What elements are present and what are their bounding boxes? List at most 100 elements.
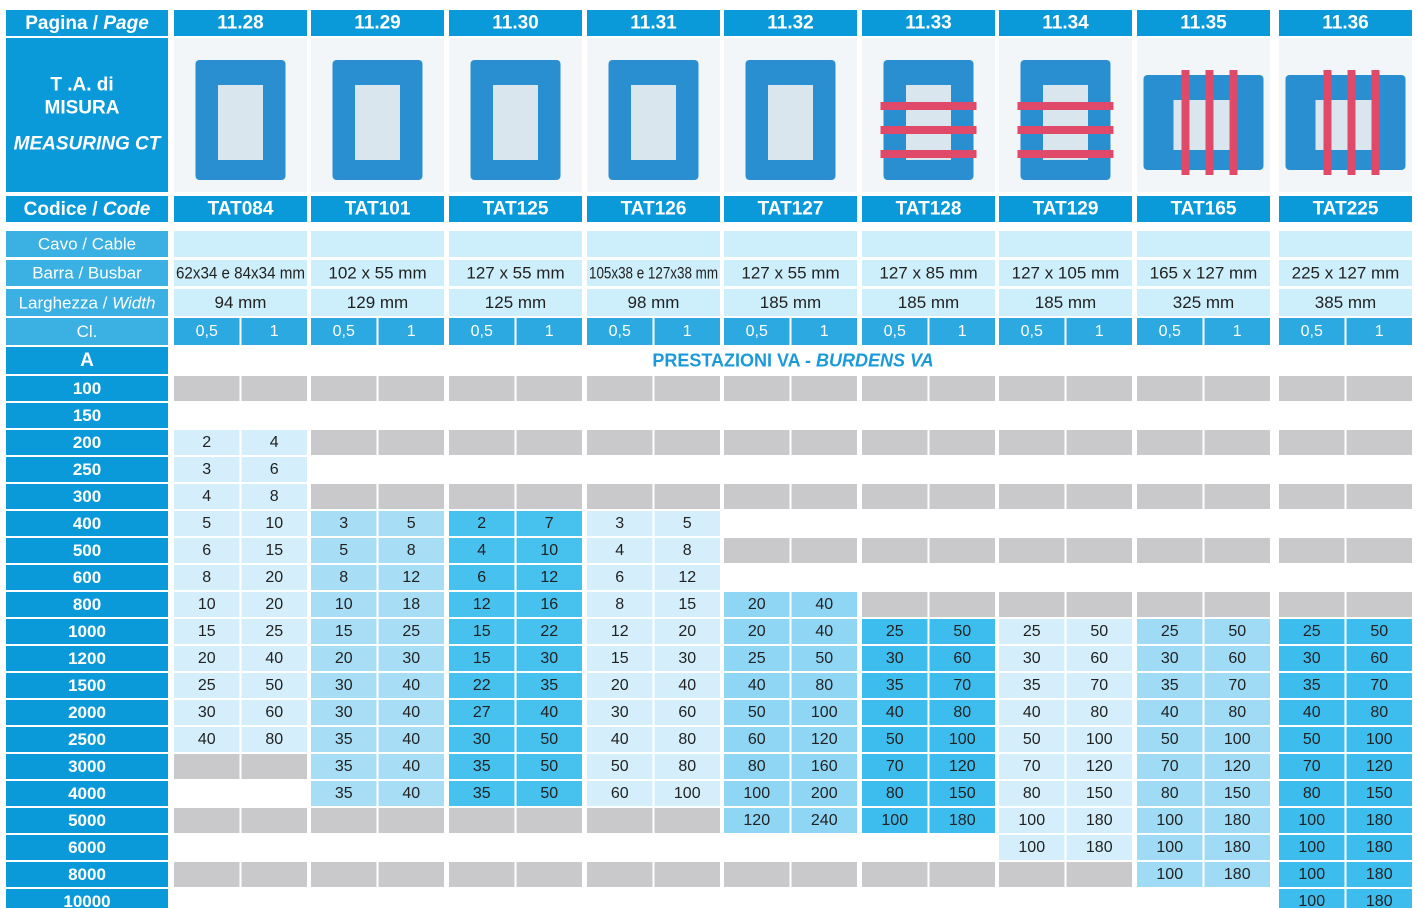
empty-cell — [517, 484, 583, 509]
empty-cell — [242, 376, 308, 401]
class-value: 1 — [545, 323, 554, 340]
burden-value: 25 — [1303, 623, 1321, 640]
burden-value: 8 — [339, 569, 348, 586]
empty-cell — [587, 430, 653, 455]
ct-busbar — [1206, 70, 1214, 175]
product-code: TAT128 — [896, 199, 962, 220]
empty-cell — [1067, 538, 1133, 563]
burden-value: 100 — [1298, 812, 1325, 829]
burden-value: 70 — [1303, 758, 1321, 775]
amps-value: 500 — [73, 541, 101, 560]
product-label: T .A. di — [50, 75, 113, 96]
burdens-title: PRESTAZIONI VA - BURDENS VA — [652, 351, 933, 371]
class-value: 0,5 — [333, 323, 355, 340]
burden-value: 50 — [1090, 623, 1108, 640]
empty-cell — [311, 484, 377, 509]
class-value: 0,5 — [1021, 323, 1043, 340]
burden-value: 60 — [953, 650, 971, 667]
burden-value: 25 — [402, 623, 420, 640]
burden-value: 20 — [678, 623, 696, 640]
burden-value: 100 — [949, 731, 976, 748]
page-label-part: Page — [103, 13, 149, 34]
busbar-size: 105x38 e 127x38 mm — [589, 264, 718, 283]
page-number: 11.33 — [905, 13, 952, 34]
burden-value: 5 — [202, 515, 211, 532]
ct-busbar — [881, 126, 977, 134]
page-number: 11.36 — [1322, 13, 1369, 34]
burden-value: 40 — [886, 704, 904, 721]
burden-value: 3 — [202, 461, 211, 478]
amps-value: 8000 — [68, 865, 106, 884]
cable-cell — [449, 231, 582, 257]
burden-value: 50 — [1303, 731, 1321, 748]
width-label-part: Larghezza / — [19, 293, 113, 312]
burden-value: 25 — [748, 650, 766, 667]
burden-value: 8 — [683, 542, 692, 559]
burden-value: 120 — [1366, 758, 1393, 775]
empty-cell — [1347, 430, 1413, 455]
burden-value: 80 — [1303, 785, 1321, 802]
cable-cell — [1137, 231, 1270, 257]
burden-value: 15 — [265, 542, 283, 559]
burden-value: 3 — [339, 515, 348, 532]
burden-value: 60 — [748, 731, 766, 748]
burden-value: 4 — [202, 488, 211, 505]
burden-value: 40 — [1023, 704, 1041, 721]
empty-cell — [311, 808, 377, 833]
burden-value: 120 — [743, 812, 770, 829]
burdens-title-part: PRESTAZIONI VA - — [652, 351, 816, 371]
empty-cell — [999, 538, 1065, 563]
amps-value: 10000 — [63, 892, 110, 908]
burden-value: 50 — [886, 731, 904, 748]
burden-value: 60 — [1370, 650, 1388, 667]
ct-busbar — [881, 150, 977, 158]
empty-cell — [930, 592, 996, 617]
cable-cell — [174, 231, 307, 257]
burden-value: 150 — [1224, 785, 1251, 802]
empty-cell — [862, 376, 928, 401]
burden-value: 40 — [402, 677, 420, 694]
burden-value: 80 — [1023, 785, 1041, 802]
amps-value: 2000 — [68, 703, 106, 722]
class-value: 1 — [1233, 323, 1242, 340]
ct-window — [218, 85, 263, 160]
amps-value: 3000 — [68, 757, 106, 776]
burden-value: 40 — [678, 677, 696, 694]
burden-value: 12 — [678, 569, 696, 586]
empty-cell — [792, 484, 858, 509]
burden-value: 100 — [1018, 812, 1045, 829]
empty-cell — [379, 376, 445, 401]
width-value: 185 mm — [898, 293, 959, 312]
burden-value: 80 — [678, 758, 696, 775]
amps-label: A — [80, 350, 94, 371]
cable-cell — [724, 231, 857, 257]
burden-value: 80 — [1090, 704, 1108, 721]
empty-cell — [311, 430, 377, 455]
empty-cell — [517, 376, 583, 401]
burden-value: 180 — [1224, 866, 1251, 883]
empty-cell — [1067, 430, 1133, 455]
amps-value: 150 — [73, 406, 101, 425]
burden-value: 35 — [1303, 677, 1321, 694]
empty-cell — [449, 484, 515, 509]
burden-value: 40 — [748, 677, 766, 694]
class-value: 0,5 — [196, 323, 218, 340]
burden-value: 70 — [1023, 758, 1041, 775]
ct-busbar — [1230, 70, 1238, 175]
burden-value: 40 — [402, 704, 420, 721]
empty-cell — [862, 430, 928, 455]
empty-cell — [792, 862, 858, 887]
busbar-size: 62x34 e 84x34 mm — [176, 264, 305, 283]
empty-cell — [930, 862, 996, 887]
class-value: 1 — [1375, 323, 1384, 340]
burden-value: 6 — [615, 569, 624, 586]
page-number: 11.30 — [492, 13, 539, 34]
empty-cell — [655, 484, 721, 509]
empty-cell — [242, 862, 308, 887]
class-value: 1 — [683, 323, 692, 340]
ct-busbar — [1324, 70, 1332, 175]
burden-value: 60 — [678, 704, 696, 721]
empty-cell — [930, 484, 996, 509]
burden-value: 50 — [540, 785, 558, 802]
amps-value: 5000 — [68, 811, 106, 830]
